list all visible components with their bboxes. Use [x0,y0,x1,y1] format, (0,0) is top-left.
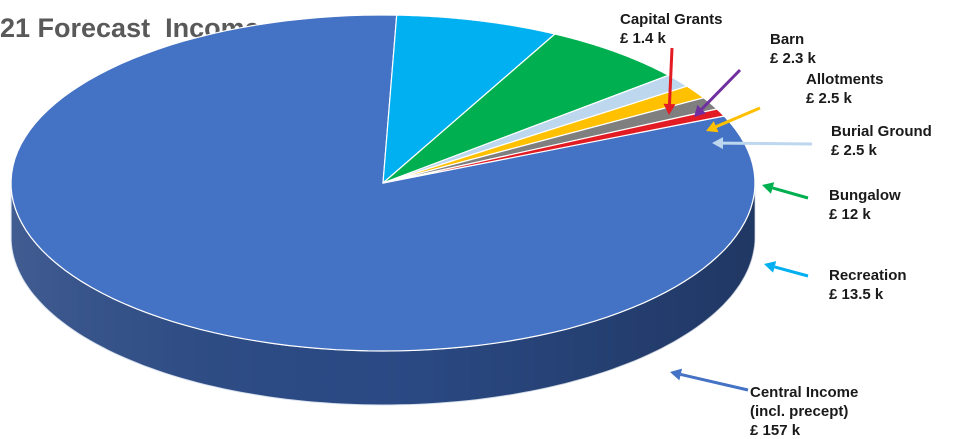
label-bungalow-line-1: Bungalow [829,187,901,204]
arrow-line-barn [700,68,742,111]
arrow-head-barn [694,104,706,117]
label-central-income-incl-precept-line-1: Central Income [750,384,858,401]
label-burial-ground-line-2: £ 2.5 k [831,142,878,159]
label-capital-grants-line-2: £ 1.4 k [620,30,667,47]
label-barn-line-2: £ 2.3 k [770,50,817,67]
arrow-line-allotments [715,106,761,129]
label-central-income-incl-precept-line-2: (incl. precept) [750,403,848,420]
label-recreation-line-1: Recreation [829,267,907,284]
pie-slice-capital-grants [382,108,725,184]
label-burial-ground-line-1: Burial Ground [831,123,932,140]
pie-slice-barn [382,97,718,184]
arrow-head-central-income-incl-precept [670,368,683,381]
label-allotments-line-2: £ 2.5 k [806,90,853,107]
label-barn-line-1: Barn [770,31,804,48]
arrow-line-bungalow [772,186,809,200]
pie-slice-allotments [382,85,705,184]
arrow-head-bungalow [762,182,775,194]
label-layer: Central Income (incl. precept) £ 157 k Recr… [620,11,932,439]
arrow-head-burial-ground [712,137,724,150]
label-bungalow-line-2: £ 12 k [829,206,871,223]
arrow-head-capital-grants [663,103,676,115]
arrow-line-capital-grants [667,47,674,105]
label-capital-grants-line-1: Capital Grants [620,11,723,28]
pie-side-shade-central-income-incl-precept [11,183,756,405]
arrow-head-recreation [764,261,777,273]
pie-slice-recreation [382,14,556,184]
arrow-line-burial-ground [722,141,813,146]
pie-top-layer [10,14,756,352]
label-recreation-line-2: £ 13.5 k [829,286,884,303]
arrow-head-allotments [706,121,719,133]
pie-slice-bungalow [382,33,670,184]
label-central-income-incl-precept-line-3: £ 157 k [750,422,801,439]
arrow-line-recreation [774,265,809,278]
label-allotments-line-1: Allotments [806,71,884,88]
arrow-line-central-income-incl-precept [680,373,749,392]
